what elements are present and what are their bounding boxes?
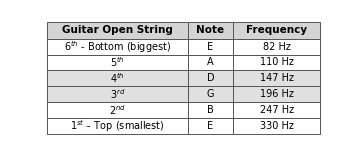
Text: 147 Hz: 147 Hz (260, 73, 294, 83)
Bar (233, 86, 321, 102)
Text: 5$^{th}$: 5$^{th}$ (110, 56, 125, 69)
Bar (188, 22, 233, 39)
Bar (233, 102, 321, 118)
Bar (188, 39, 233, 55)
Bar (47, 39, 188, 55)
Text: 6$^{th}$ - Bottom (biggest): 6$^{th}$ - Bottom (biggest) (64, 39, 171, 55)
Text: Guitar Open String: Guitar Open String (62, 25, 173, 35)
Text: A: A (207, 57, 214, 67)
Bar (47, 22, 188, 39)
Text: E: E (207, 42, 213, 52)
Bar (47, 86, 188, 102)
Text: 247 Hz: 247 Hz (259, 105, 294, 115)
Text: G: G (207, 89, 214, 99)
Bar (188, 55, 233, 70)
Bar (47, 118, 188, 134)
Text: 2$^{nd}$: 2$^{nd}$ (109, 103, 126, 117)
Text: D: D (207, 73, 214, 83)
Bar (188, 102, 233, 118)
Text: E: E (207, 121, 213, 131)
Text: 196 Hz: 196 Hz (260, 89, 294, 99)
Bar (188, 86, 233, 102)
Bar (188, 70, 233, 86)
Text: B: B (207, 105, 214, 115)
Bar (188, 118, 233, 134)
Bar (47, 102, 188, 118)
Text: 3$^{rd}$: 3$^{rd}$ (109, 87, 125, 101)
Bar (233, 70, 321, 86)
Bar (233, 39, 321, 55)
Bar (233, 55, 321, 70)
Text: 1$^{st}$ – Top (smallest): 1$^{st}$ – Top (smallest) (70, 118, 164, 134)
Bar (47, 70, 188, 86)
Text: Note: Note (196, 25, 225, 35)
Bar (233, 22, 321, 39)
Text: 82 Hz: 82 Hz (263, 42, 291, 52)
Text: 110 Hz: 110 Hz (260, 57, 294, 67)
Text: 330 Hz: 330 Hz (260, 121, 294, 131)
Text: 4$^{th}$: 4$^{th}$ (110, 71, 125, 85)
Bar (47, 55, 188, 70)
Bar (233, 118, 321, 134)
Text: Frequency: Frequency (246, 25, 307, 35)
